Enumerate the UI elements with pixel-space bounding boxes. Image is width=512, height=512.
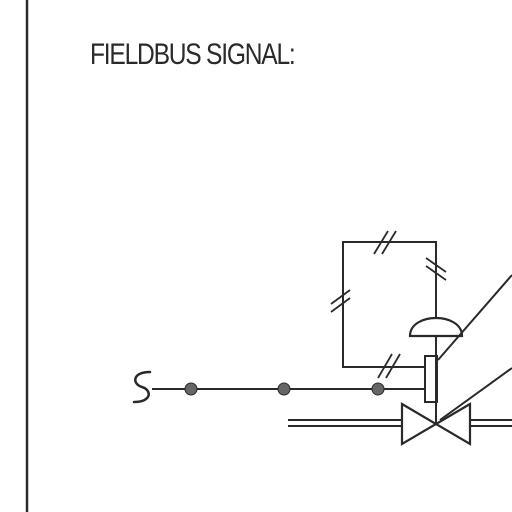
- signal-tick-marks: [330, 230, 447, 379]
- control-valve-icon: [400, 402, 472, 446]
- fieldbus-nodes: [184, 382, 385, 396]
- diaphragm-actuator-icon: [408, 316, 464, 338]
- connection-lines: [437, 274, 512, 421]
- process-pipe: [288, 419, 512, 427]
- fieldbus-node: [277, 382, 291, 396]
- fieldbus-node: [371, 382, 385, 396]
- fieldbus-node: [184, 382, 198, 396]
- page-title: FIELDBUS SIGNAL:: [90, 38, 296, 71]
- squiggle-source-icon: [132, 370, 152, 404]
- signal-loop-box: [342, 241, 437, 368]
